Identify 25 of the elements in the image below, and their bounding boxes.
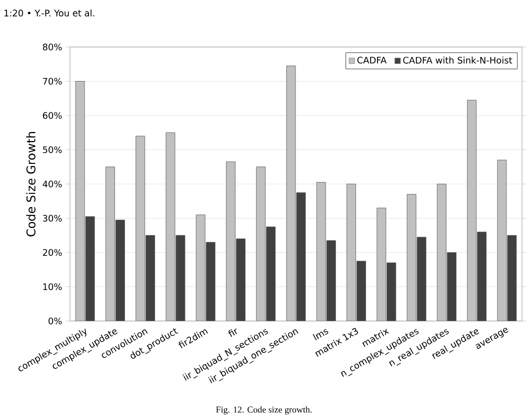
y-tick-label: 80% <box>42 44 62 50</box>
y-tick-label: 20% <box>42 249 62 256</box>
y-tick-label: 30% <box>42 214 62 222</box>
bar <box>136 136 146 321</box>
text: 1:20 • Y.-P. You et al. <box>4 10 94 16</box>
bar <box>106 166 115 321</box>
bar <box>346 184 356 321</box>
y-tick-label: 10% <box>43 283 62 290</box>
y-tick-label: 0% <box>48 318 62 324</box>
y-tick-label: 70% <box>43 78 62 85</box>
bar <box>196 214 206 321</box>
x-tick-label: lms <box>312 329 328 340</box>
bar <box>376 208 386 321</box>
bar <box>436 184 446 321</box>
y-tick-label: 50% <box>42 146 62 154</box>
legend-label: CADFA <box>357 56 387 64</box>
bar <box>316 182 326 321</box>
y-tick-label: 40% <box>42 180 62 188</box>
bar <box>256 166 266 321</box>
legend-label: CADFA with Sink-N-Hoist <box>403 56 512 64</box>
bar <box>467 100 477 321</box>
y-axis-title: Code Size Growth <box>26 132 36 236</box>
y-tick-label: 60% <box>42 112 62 119</box>
caption: Fig. 12. Code size growth. <box>216 406 312 414</box>
bar <box>226 162 236 321</box>
